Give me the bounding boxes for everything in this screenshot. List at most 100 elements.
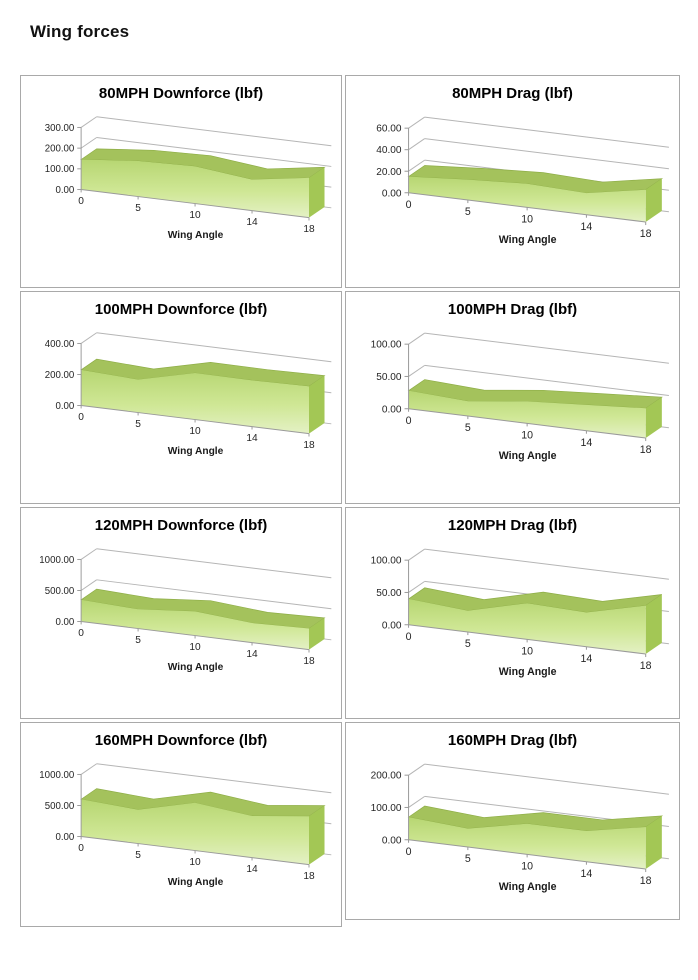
gridline-back <box>424 138 669 170</box>
area-chart-canvas: 0 5 10 14 18 0.00 20.00 40.00 60.00 Wing Angle <box>376 116 669 246</box>
y-tick-label: 60.00 <box>376 124 402 135</box>
area-side-face <box>645 594 662 655</box>
x-axis-title: Wing Angle <box>499 234 557 246</box>
area-top-surface <box>407 379 663 409</box>
area-chart-canvas: 0 5 10 14 18 0.00 100.00 200.00 Wing Angle <box>371 763 669 893</box>
x-tick-label: 14 <box>581 653 593 665</box>
area-front-face <box>81 799 309 865</box>
area-front-face <box>81 599 309 650</box>
gridline-side <box>408 548 425 561</box>
x-axis-line <box>408 624 646 655</box>
x-tick-label: 0 <box>406 631 412 643</box>
x-axis-title: Wing Angle <box>499 881 557 893</box>
x-tick-label: 18 <box>303 656 315 667</box>
x-axis-title: Wing Angle <box>168 446 224 457</box>
y-tick-label: 0.00 <box>55 401 74 412</box>
y-tick-label: 500.00 <box>45 801 75 812</box>
gridline-back <box>96 136 332 167</box>
gridline-side <box>408 763 425 776</box>
x-tick-label: 18 <box>640 444 652 456</box>
x-tick-label: 18 <box>640 875 652 887</box>
y-tick-label: 0.00 <box>55 617 74 628</box>
chart-title: 80MPH Drag (lbf) <box>452 85 573 102</box>
y-tick-label: 0.00 <box>382 188 402 199</box>
y-tick-label: 20.00 <box>376 167 402 178</box>
x-tick-label: 18 <box>303 440 315 451</box>
x-tick-label: 5 <box>135 203 141 214</box>
chart-panel-100mph-drag-lbf[interactable]: 100MPH Drag (lbf) 0 5 10 14 18 0.00 50.00 100.00… <box>345 291 680 504</box>
x-tick-label: 5 <box>135 419 141 430</box>
area-side-face <box>645 178 662 223</box>
chart-panel-120mph-downforce-lbf[interactable]: 120MPH Downforce (lbf) 0 5 10 14 18 0.00 500.00… <box>20 507 342 719</box>
area-chart-canvas: 0 5 10 14 18 0.00 100.00 200.00 300.00 Wing Angle <box>45 116 332 241</box>
chart-panel-80mph-downforce-lbf[interactable]: 80MPH Downforce (lbf) 0 5 10 14 18 0.00 100.00 2… <box>20 75 342 288</box>
chart-title: 100MPH Drag (lbf) <box>447 301 578 318</box>
chart-panel-160mph-drag-lbf[interactable]: 160MPH Drag (lbf) 0 5 10 14 18 0.00 100.00 200.0… <box>345 722 680 920</box>
x-tick-label: 10 <box>521 861 533 873</box>
y-tick-label: 100.00 <box>371 340 402 351</box>
area-chart-canvas: 0 5 10 14 18 0.00 500.00 1000.00 Wing Angle <box>39 763 332 888</box>
x-tick-label: 18 <box>303 224 315 235</box>
gridline-back <box>96 116 332 147</box>
area-chart-canvas: 0 5 10 14 18 0.00 500.00 1000.00 Wing Angle <box>39 548 332 673</box>
gridline-side <box>80 579 97 591</box>
x-tick-label: 10 <box>521 646 533 658</box>
gridline-back <box>96 579 332 610</box>
chart-panel-100mph-downforce-lbf[interactable]: 100MPH Downforce (lbf) 0 5 10 14 18 0.00 200.00… <box>20 291 342 504</box>
chart-panel-80mph-drag-lbf[interactable]: 80MPH Drag (lbf) 0 5 10 14 18 0.00 20.00 40.00 60… <box>345 75 680 288</box>
chart-panel-160mph-downforce-lbf[interactable]: 160MPH Downforce (lbf) 0 5 10 14 18 0.00 500.00… <box>20 722 342 927</box>
y-tick-label: 1000.00 <box>39 770 75 781</box>
x-tick-label: 14 <box>246 433 258 444</box>
gridline-side <box>408 332 425 345</box>
area-front-face <box>408 176 646 223</box>
x-axis-line <box>81 836 310 866</box>
x-tick-label: 0 <box>406 199 412 211</box>
chart-title: 80MPH Downforce (lbf) <box>98 85 264 102</box>
gridline-side <box>80 548 97 560</box>
x-tick-label: 5 <box>135 635 141 646</box>
y-tick-label: 400.00 <box>45 339 75 350</box>
gridline-side <box>80 763 97 775</box>
x-tick-label: 18 <box>303 871 315 882</box>
x-tick-label: 10 <box>189 426 201 437</box>
x-tick-label: 5 <box>465 206 471 218</box>
y-tick-label: 0.00 <box>55 185 74 196</box>
area-side-face <box>645 397 662 439</box>
x-tick-label: 14 <box>246 649 258 660</box>
chart-title: 120MPH Drag (lbf) <box>447 517 578 534</box>
gridline-side <box>408 795 425 808</box>
x-tick-label: 10 <box>189 210 201 221</box>
x-axis-title: Wing Angle <box>168 662 224 673</box>
gridline-side <box>408 116 425 129</box>
y-tick-label: 300.00 <box>45 123 75 134</box>
gridline-back <box>424 364 669 396</box>
x-tick-label: 10 <box>521 214 533 226</box>
area-top-surface <box>407 805 664 832</box>
chart-title: 120MPH Downforce (lbf) <box>94 517 268 534</box>
gridline-side <box>80 332 97 344</box>
area-front-face <box>81 369 309 434</box>
y-tick-label: 200.00 <box>45 370 75 381</box>
y-tick-label: 0.00 <box>382 620 402 631</box>
area-side-face <box>309 805 325 865</box>
x-tick-label: 14 <box>581 221 593 233</box>
gridline-back <box>96 763 332 794</box>
gridline-back <box>424 548 669 580</box>
x-tick-label: 5 <box>135 850 141 861</box>
y-tick-label: 500.00 <box>45 586 75 597</box>
x-tick-label: 0 <box>78 196 84 207</box>
x-tick-label: 14 <box>581 868 593 880</box>
area-side-face <box>309 617 325 650</box>
area-chart-canvas: 0 5 10 14 18 0.00 50.00 100.00 Wing Angle <box>371 548 669 678</box>
chart-panel-120mph-drag-lbf[interactable]: 120MPH Drag (lbf) 0 5 10 14 18 0.00 50.00 100.00… <box>345 507 680 719</box>
x-tick-label: 0 <box>406 846 412 858</box>
x-axis-title: Wing Angle <box>168 230 224 241</box>
gridline-back <box>424 763 669 795</box>
gridline-back <box>96 548 332 579</box>
x-axis-line <box>408 408 646 439</box>
area-chart-canvas: 0 5 10 14 18 0.00 50.00 100.00 Wing Angle <box>371 332 669 462</box>
y-tick-label: 0.00 <box>382 404 402 415</box>
y-tick-label: 100.00 <box>45 164 75 175</box>
x-tick-label: 0 <box>78 843 84 854</box>
